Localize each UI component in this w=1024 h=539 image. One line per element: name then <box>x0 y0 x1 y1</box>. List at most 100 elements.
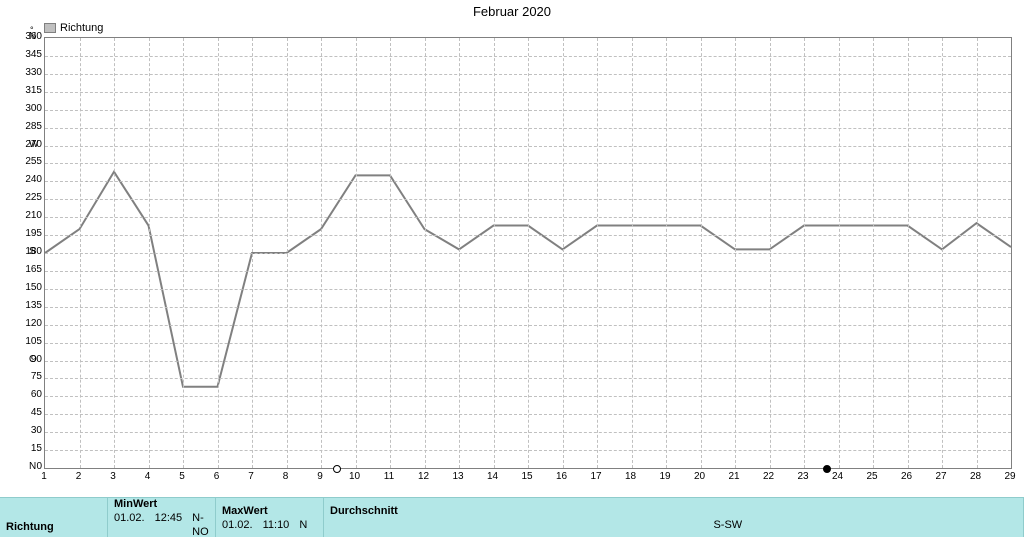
x-tick-label: 14 <box>487 471 498 482</box>
grid-line-h <box>45 217 1011 218</box>
chart-container: Februar 2020 ° Richtung 1234567891011121… <box>0 0 1024 497</box>
x-tick-label: 18 <box>625 471 636 482</box>
stats-row-label-cell: Richtung <box>0 497 108 537</box>
x-tick-label: 8 <box>283 471 289 482</box>
x-tick-label: 16 <box>556 471 567 482</box>
grid-line-h <box>45 163 1011 164</box>
x-tick-label: 24 <box>832 471 843 482</box>
grid-line-h <box>45 307 1011 308</box>
legend-label: Richtung <box>60 22 103 34</box>
grid-line-h <box>45 199 1011 200</box>
x-tick-label: 4 <box>145 471 151 482</box>
stats-max-value: N <box>299 518 307 532</box>
x-tick-label: 21 <box>728 471 739 482</box>
y-compass-label: S <box>29 247 43 257</box>
x-tick-label: 15 <box>521 471 532 482</box>
legend: Richtung <box>44 22 103 34</box>
x-tick-label: 19 <box>659 471 670 482</box>
y-tick-label: 15 <box>2 444 42 454</box>
stats-max-time: 11:10 <box>263 518 290 532</box>
y-tick-label: 210 <box>2 211 42 221</box>
y-compass-label: W <box>29 140 43 150</box>
plot-area <box>44 37 1012 469</box>
y-tick-label: 330 <box>2 68 42 78</box>
y-tick-label: 225 <box>2 193 42 203</box>
stats-avg-header: Durchschnitt <box>330 504 1017 518</box>
x-tick-label: 17 <box>590 471 601 482</box>
x-tick-label: 20 <box>694 471 705 482</box>
stats-max-cell: MaxWert 01.02. 11:10 N <box>216 497 324 537</box>
x-tick-label: 1 <box>41 471 47 482</box>
x-tick-label: 2 <box>76 471 82 482</box>
stats-max-date: 01.02. <box>222 518 253 532</box>
grid-line-h <box>45 432 1011 433</box>
stats-table: Richtung MinWert 01.02. 12:45 N-NO MaxWe… <box>0 497 1024 537</box>
y-tick-label: 60 <box>2 390 42 400</box>
grid-line-h <box>45 378 1011 379</box>
y-tick-label: 75 <box>2 372 42 382</box>
y-compass-label: N <box>29 32 43 42</box>
grid-line-h <box>45 325 1011 326</box>
stats-min-value: N-NO <box>192 511 209 539</box>
grid-line-h <box>45 396 1011 397</box>
grid-line-h <box>45 253 1011 254</box>
y-tick-label: 195 <box>2 229 42 239</box>
legend-swatch <box>44 23 56 33</box>
stats-max-header: MaxWert <box>222 504 317 518</box>
x-tick-label: 25 <box>866 471 877 482</box>
y-tick-label: 135 <box>2 301 42 311</box>
x-tick-label: 26 <box>901 471 912 482</box>
x-tick-label: 3 <box>110 471 116 482</box>
y-tick-label: 285 <box>2 122 42 132</box>
x-tick-label: 5 <box>179 471 185 482</box>
y-tick-label: 255 <box>2 157 42 167</box>
x-tick-label: 27 <box>935 471 946 482</box>
grid-line-h <box>45 146 1011 147</box>
grid-line-h <box>45 74 1011 75</box>
grid-line-h <box>45 289 1011 290</box>
grid-line-h <box>45 343 1011 344</box>
stats-avg-cell: Durchschnitt S-SW <box>324 497 1024 537</box>
y-tick-label: 345 <box>2 50 42 60</box>
y-tick-label: 300 <box>2 104 42 114</box>
x-tick-label: 23 <box>797 471 808 482</box>
stats-min-header: MinWert <box>114 497 209 511</box>
y-compass-label: N <box>29 462 43 472</box>
x-tick-label: 10 <box>349 471 360 482</box>
stats-min-cell: MinWert 01.02. 12:45 N-NO <box>108 497 216 537</box>
x-tick-label: 28 <box>970 471 981 482</box>
x-tick-label: 12 <box>418 471 429 482</box>
x-tick-label: 11 <box>384 471 394 482</box>
stats-row-label: Richtung <box>6 521 101 533</box>
y-compass-label: O <box>29 355 43 365</box>
x-tick-label: 29 <box>1004 471 1015 482</box>
y-tick-label: 165 <box>2 265 42 275</box>
y-tick-label: 30 <box>2 426 42 436</box>
x-tick-label: 9 <box>317 471 323 482</box>
x-tick-label: 13 <box>452 471 463 482</box>
grid-line-h <box>45 92 1011 93</box>
y-tick-label: 45 <box>2 408 42 418</box>
x-tick-label: 6 <box>214 471 220 482</box>
grid-line-h <box>45 235 1011 236</box>
x-tick-label: 22 <box>763 471 774 482</box>
chart-title: Februar 2020 <box>0 4 1024 19</box>
stats-min-time: 12:45 <box>155 511 183 539</box>
grid-line-h <box>45 271 1011 272</box>
grid-line-h <box>45 450 1011 451</box>
grid-line-h <box>45 414 1011 415</box>
y-tick-label: 150 <box>2 283 42 293</box>
grid-line-h <box>45 181 1011 182</box>
max-marker-icon <box>823 465 831 473</box>
min-marker-icon <box>333 465 341 473</box>
y-tick-label: 315 <box>2 86 42 96</box>
grid-line-h <box>45 361 1011 362</box>
stats-avg-value: S-SW <box>713 518 742 532</box>
grid-line-h <box>45 110 1011 111</box>
y-tick-label: 240 <box>2 175 42 185</box>
y-tick-label: 105 <box>2 337 42 347</box>
x-tick-label: 7 <box>248 471 254 482</box>
grid-line-h <box>45 128 1011 129</box>
y-tick-label: 120 <box>2 319 42 329</box>
grid-line-h <box>45 56 1011 57</box>
